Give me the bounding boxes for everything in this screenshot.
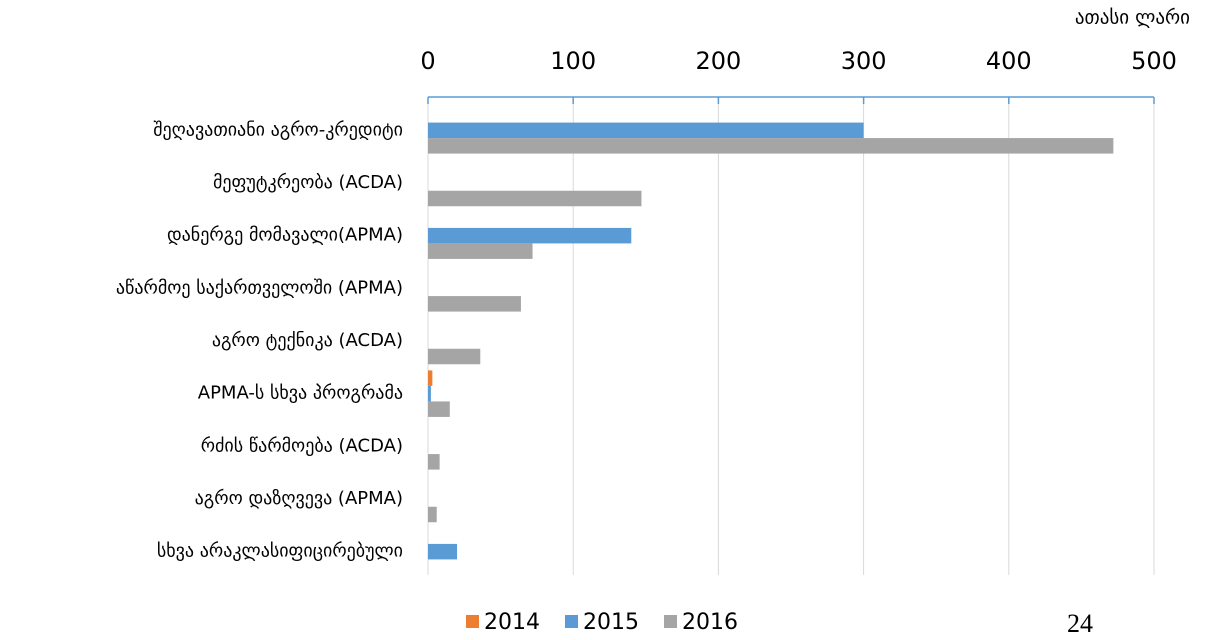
y-tick-label: შეღავათიანი აგრო-კრედიტი [153, 119, 403, 140]
y-tick-label: აგრო დაზღვევა (APMA) [195, 488, 403, 509]
x-tick-label: 300 [841, 47, 887, 75]
bar [428, 543, 458, 560]
bar [428, 348, 481, 365]
bar [428, 243, 533, 259]
bar [428, 506, 437, 523]
bar [428, 227, 632, 244]
x-tick-label: 200 [695, 47, 741, 75]
y-tick-label: APMA-ს სხვა პროგრამა [198, 383, 403, 404]
legend-swatch [664, 615, 677, 628]
x-tick-label: 400 [986, 47, 1032, 75]
y-tick-label: სხვა არაკლასიფიცირებული [157, 541, 403, 562]
x-tick-label: 100 [550, 47, 596, 75]
legend-swatch [565, 615, 578, 628]
bar [428, 138, 1114, 154]
y-tick-label: რძის წარმოება (ACDA) [201, 435, 403, 456]
y-tick-label: აგრო ტექნიკა (ACDA) [212, 330, 403, 351]
bar [428, 385, 431, 402]
bar [428, 190, 642, 207]
bar [428, 454, 440, 470]
page-number: 24 [1067, 609, 1093, 636]
bar [428, 122, 864, 139]
y-tick-label: დანერგე მომავალი(APMA) [167, 225, 403, 246]
y-tick-label: მეფუტკრეობა (ACDA) [213, 172, 403, 193]
x-tick-label: 500 [1131, 47, 1177, 75]
legend-label: 2016 [682, 610, 738, 635]
y-tick-label: აწარმოე საქართველოში (APMA) [116, 277, 403, 298]
x-tick-label: 0 [420, 47, 435, 75]
legend-swatch [466, 615, 479, 628]
legend-label: 2014 [484, 610, 540, 635]
bar [428, 296, 521, 312]
bar [428, 370, 433, 386]
unit-label: ათასი ლარი [1075, 7, 1190, 29]
legend-label: 2015 [583, 610, 639, 635]
bar [428, 401, 450, 417]
